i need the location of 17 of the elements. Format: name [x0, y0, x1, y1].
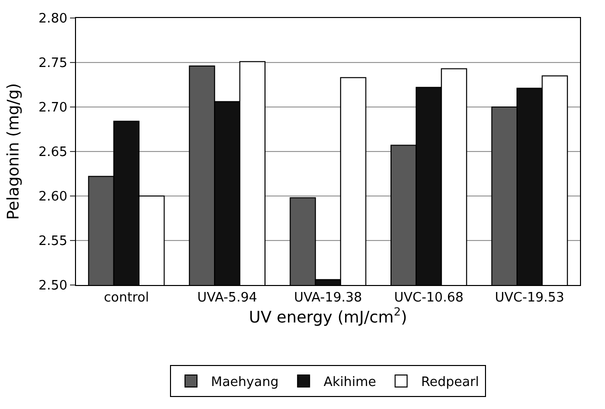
y-tick-label: 2.65 — [38, 145, 68, 160]
y-tick-label: 2.60 — [38, 190, 68, 205]
x-tick-label: UVC-19.53 — [494, 290, 564, 306]
x-tick-label: UVC-10.68 — [394, 290, 464, 306]
y-axis-title: Pelagonin (mg/g) — [3, 83, 22, 220]
x-tick-label: UVA-19.38 — [294, 290, 362, 306]
legend-label: Maehyang — [211, 375, 279, 390]
y-tick-label: 2.75 — [38, 56, 68, 72]
y-tick-label: 2.80 — [38, 12, 68, 27]
y-tick-label: 2.55 — [38, 234, 68, 250]
y-tick-label: 2.50 — [38, 278, 68, 294]
x-axis-title: UV energy (mJ/cm$^{2}$) — [248, 306, 408, 326]
legend-label: Akihime — [324, 375, 376, 390]
x-tick-label: UVA-5.94 — [197, 290, 258, 306]
x-tick-label: control — [104, 290, 149, 306]
y-tick-label: 2.70 — [38, 100, 68, 116]
legend-label: Redpearl — [421, 375, 479, 390]
